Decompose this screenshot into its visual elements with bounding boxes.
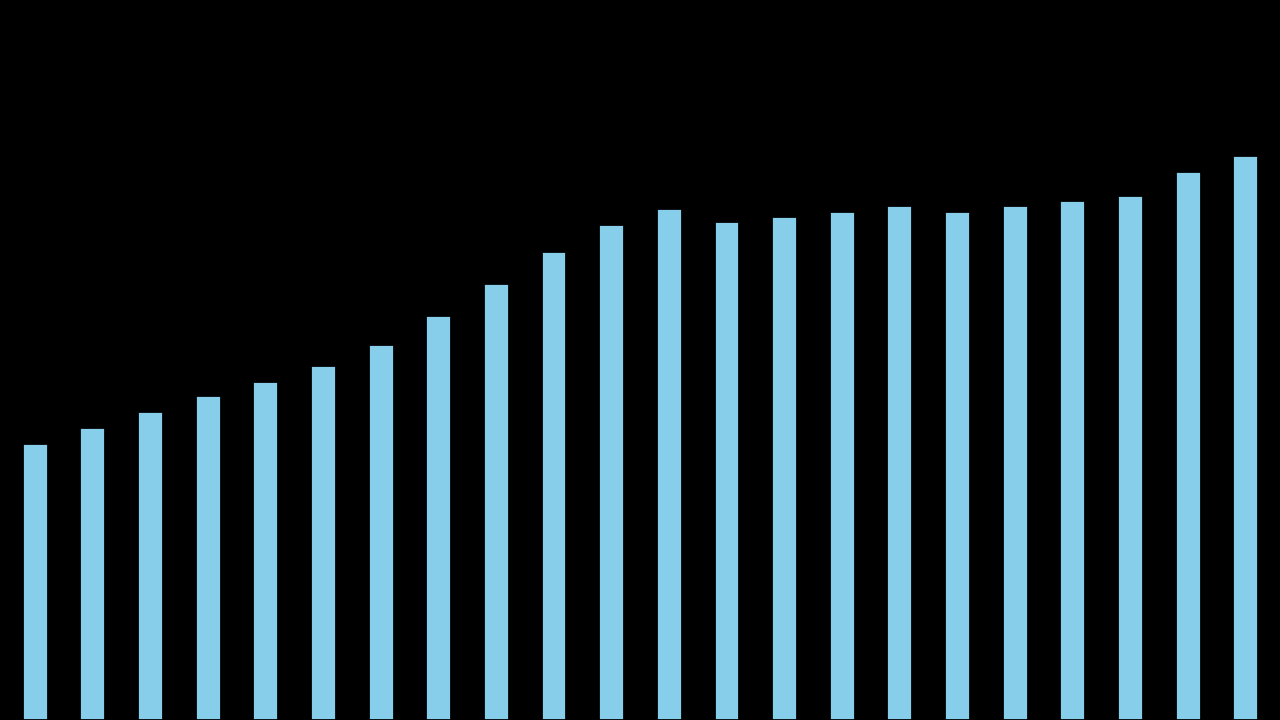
Bar xyxy=(195,395,220,720)
Bar xyxy=(887,205,913,720)
Bar xyxy=(22,443,47,720)
Bar xyxy=(137,410,163,720)
Bar xyxy=(713,221,740,720)
Bar xyxy=(540,251,567,720)
Bar xyxy=(483,283,509,720)
Bar xyxy=(655,208,682,720)
Bar xyxy=(1002,205,1028,720)
Bar xyxy=(367,344,393,720)
Bar xyxy=(1233,155,1258,720)
Bar xyxy=(1060,200,1085,720)
Bar xyxy=(1117,194,1143,720)
Bar xyxy=(829,211,855,720)
Bar xyxy=(425,315,451,720)
Bar xyxy=(771,216,797,720)
Bar xyxy=(945,211,970,720)
Bar xyxy=(310,365,335,720)
Bar xyxy=(1175,171,1201,720)
Bar xyxy=(252,382,278,720)
Bar xyxy=(79,427,105,720)
Bar xyxy=(598,224,625,720)
